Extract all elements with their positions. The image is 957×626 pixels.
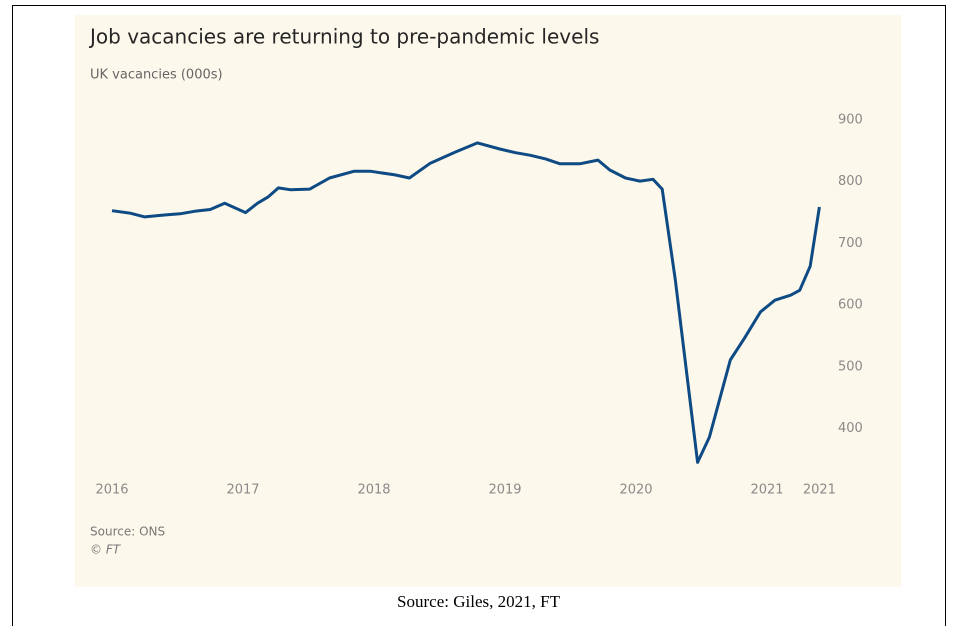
chart-background bbox=[75, 15, 901, 587]
chart: Job vacancies are returning to pre-pande… bbox=[75, 15, 901, 587]
chart-subtitle: UK vacancies (000s) bbox=[90, 68, 223, 83]
y-tick-label: 700 bbox=[838, 236, 863, 251]
x-tick-label: 2019 bbox=[488, 483, 521, 498]
caption: Source: Giles, 2021, FT bbox=[397, 592, 560, 611]
chart-title: Job vacancies are returning to pre-pande… bbox=[88, 25, 599, 49]
frame bbox=[12, 5, 946, 626]
x-tick-label: 2021 bbox=[803, 483, 836, 498]
y-tick-label: 600 bbox=[838, 298, 863, 313]
credit: © FT bbox=[90, 543, 122, 557]
y-tick-label: 900 bbox=[838, 113, 863, 128]
x-tick-label: 2016 bbox=[95, 483, 128, 498]
x-tick-label: 2018 bbox=[357, 483, 390, 498]
y-tick-label: 400 bbox=[838, 421, 863, 436]
x-tick-label: 2017 bbox=[226, 483, 259, 498]
y-tick-label: 800 bbox=[838, 174, 863, 189]
source: Source: ONS bbox=[90, 525, 165, 539]
data-line bbox=[111, 141, 821, 464]
x-tick-label: 2021 bbox=[750, 483, 783, 498]
y-tick-label: 500 bbox=[838, 359, 863, 374]
x-tick-label: 2020 bbox=[619, 483, 652, 498]
